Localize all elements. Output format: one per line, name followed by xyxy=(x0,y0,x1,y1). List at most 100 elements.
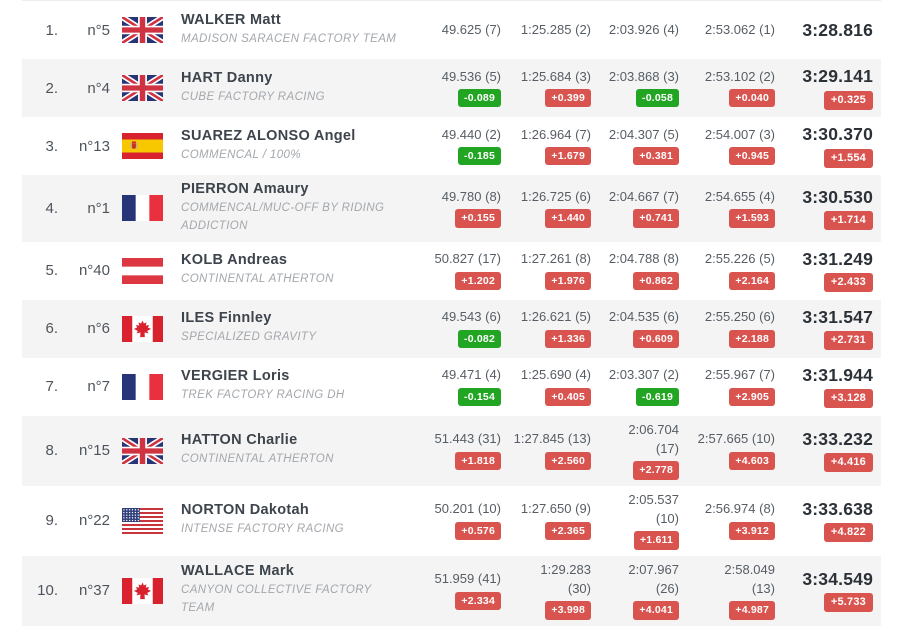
table-row[interactable]: 4. n°1 PIERRON Amaury COMMENCAL/MUC-OFF … xyxy=(22,175,881,242)
split-time-value: 49.780 xyxy=(441,188,482,204)
rider-team: COMMENCAL / 100% xyxy=(181,148,301,161)
split-time: 49.780 (8) xyxy=(442,189,501,205)
race-number: n°6 xyxy=(87,320,110,338)
split-time: 2:04.667 (7) xyxy=(609,189,679,205)
table-row[interactable]: 9. n°22 NORTON Dakotah INTENSE FACTORY R… xyxy=(22,485,881,556)
split-delta-badge: +0.576 xyxy=(455,521,501,540)
race-number: n°1 xyxy=(87,199,110,217)
split-time: 51.959 (41) xyxy=(434,571,501,587)
split-time-value: 1:25.684 xyxy=(520,68,572,84)
split-time: 2:06.704 (17) xyxy=(628,422,679,458)
split-time-value: 2:55.967 xyxy=(704,367,756,383)
rider-name: NORTON Dakotah xyxy=(181,502,310,519)
final-delta-badge: +1.554 xyxy=(823,148,873,168)
final-time: 3:33.638 xyxy=(802,499,873,520)
rider-cell: PIERRON Amaury COMMENCAL/MUC-OFF BY RIDI… xyxy=(181,181,415,236)
split-delta-badge: +1.202 xyxy=(455,271,501,290)
split-time-value: 1:25.285 xyxy=(520,21,572,37)
rider-cell: VERGIER Loris TREK FACTORY RACING DH xyxy=(181,368,415,405)
final-delta-badge: +0.325 xyxy=(823,90,873,110)
final-time-cell: 3:34.549 +5.733 xyxy=(781,569,873,613)
split-time: 49.471 (4) xyxy=(442,367,501,383)
split-time: 1:29.283 (30) xyxy=(540,562,591,598)
flag-fr-icon xyxy=(122,195,163,222)
table-row[interactable]: 6. n°6 ILES Finnley SPECIALIZED GRAVITY … xyxy=(22,299,881,358)
split-time-value: 1:29.283 xyxy=(540,561,591,577)
table-row[interactable]: 1. n°5 WALKER Matt MADISON SARACEN FACTO… xyxy=(22,1,881,59)
split-rank: (4) xyxy=(485,367,501,383)
split-1-cell: 51.959 (41) +2.334 xyxy=(421,571,501,610)
split-3-cell: 2:05.537 (10) +1.611 xyxy=(597,492,679,550)
rider-name: PIERRON Amaury xyxy=(181,181,309,197)
split-time-value: 2:07.967 xyxy=(628,561,679,577)
table-row[interactable]: 7. n°7 VERGIER Loris TREK FACTORY RACING… xyxy=(22,357,881,416)
split-3-cell: 2:06.704 (17) +2.778 xyxy=(597,422,679,480)
race-number: n°15 xyxy=(78,442,110,460)
final-time-cell: 3:31.249 +2.433 xyxy=(781,249,873,293)
split-delta-badge: -0.089 xyxy=(458,88,501,108)
final-time-cell: 3:33.638 +4.822 xyxy=(781,499,873,543)
split-4-cell: 2:53.102 (2) +0.040 xyxy=(685,69,775,108)
flag-gb-icon xyxy=(122,437,163,464)
final-time-cell: 3:30.530 +1.714 xyxy=(781,187,873,230)
table-row[interactable]: 2. n°4 HART Danny CUBE FACTORY RACING 49… xyxy=(22,59,881,117)
position-label: 3. xyxy=(45,137,58,155)
split-time-value: 2:05.537 xyxy=(628,491,679,507)
split-time: 2:55.250 (6) xyxy=(705,309,775,325)
split-delta-badge: +1.440 xyxy=(545,209,591,228)
race-number: n°37 xyxy=(78,582,110,600)
split-rank: (3) xyxy=(575,68,591,84)
split-rank: (8) xyxy=(485,188,501,204)
split-time-value: 49.536 xyxy=(441,68,482,84)
split-time: 2:56.974 (8) xyxy=(705,501,775,517)
final-delta-badge: +2.433 xyxy=(823,273,873,293)
split-time: 2:07.967 (26) xyxy=(628,562,679,598)
table-row[interactable]: 8. n°15 HATTON Charlie CONTINENTAL ATHER… xyxy=(22,415,881,486)
split-rank: (7) xyxy=(663,188,679,204)
rider-team: CONTINENTAL ATHERTON xyxy=(181,273,334,286)
table-row[interactable]: 5. n°40 KOLB Andreas CONTINENTAL ATHERTO… xyxy=(22,241,881,300)
split-delta-badge: +1.679 xyxy=(545,146,591,166)
split-3-cell: 2:03.868 (3) -0.058 xyxy=(597,69,679,108)
final-delta-badge: +3.128 xyxy=(823,389,873,409)
split-1-cell: 50.827 (17) +1.202 xyxy=(421,251,501,290)
split-time-value: 1:26.621 xyxy=(520,309,572,325)
split-rank: (2) xyxy=(759,68,775,84)
split-time-value: 49.625 xyxy=(441,21,482,37)
split-time: 2:53.102 (2) xyxy=(705,69,775,85)
rider-cell: KOLB Andreas CONTINENTAL ATHERTON xyxy=(181,252,415,289)
split-time: 2:54.655 (4) xyxy=(705,189,775,205)
split-time-value: 51.959 xyxy=(434,571,475,587)
split-delta-badge: +1.593 xyxy=(729,209,775,228)
split-time-value: 1:27.650 xyxy=(520,501,572,517)
rider-name: KOLB Andreas xyxy=(181,252,288,269)
final-delta-badge: +2.731 xyxy=(823,331,873,351)
flag-gb-icon xyxy=(122,17,163,43)
split-2-cell: 1:25.285 (2) xyxy=(507,22,591,38)
split-rank: (10) xyxy=(751,431,775,447)
split-delta-badge: -0.058 xyxy=(636,88,679,108)
table-row[interactable]: 10. n°37 WALLACE Mark CANYON COLLECTIVE … xyxy=(22,555,881,626)
split-time: 2:55.226 (5) xyxy=(705,251,775,267)
split-time: 2:57.665 (10) xyxy=(698,431,775,447)
split-time-value: 2:03.307 xyxy=(608,367,660,383)
table-row[interactable]: 3. n°13 SUAREZ ALONSO Angel COMMENCAL / … xyxy=(22,117,881,175)
split-delta-badge: +4.987 xyxy=(729,601,775,620)
split-time: 50.827 (17) xyxy=(434,251,501,267)
split-2-cell: 1:29.283 (30) +3.998 xyxy=(507,562,591,620)
split-time: 2:53.062 (1) xyxy=(705,22,775,38)
rider-team: CUBE FACTORY RACING xyxy=(181,90,325,103)
split-4-cell: 2:55.250 (6) +2.188 xyxy=(685,309,775,348)
split-4-cell: 2:58.049 (13) +4.987 xyxy=(685,562,775,620)
split-time-value: 2:03.868 xyxy=(608,68,660,84)
position-label: 6. xyxy=(45,320,58,338)
position-label: 5. xyxy=(45,262,58,280)
split-time: 1:26.725 (6) xyxy=(521,189,591,205)
split-rank: (4) xyxy=(575,367,591,383)
split-delta-badge: +2.905 xyxy=(729,387,775,406)
split-delta-badge: +3.912 xyxy=(729,521,775,540)
split-time: 49.543 (6) xyxy=(442,309,501,325)
split-4-cell: 2:54.655 (4) +1.593 xyxy=(685,189,775,228)
position-label: 1. xyxy=(45,21,58,39)
split-rank: (10) xyxy=(655,510,679,526)
